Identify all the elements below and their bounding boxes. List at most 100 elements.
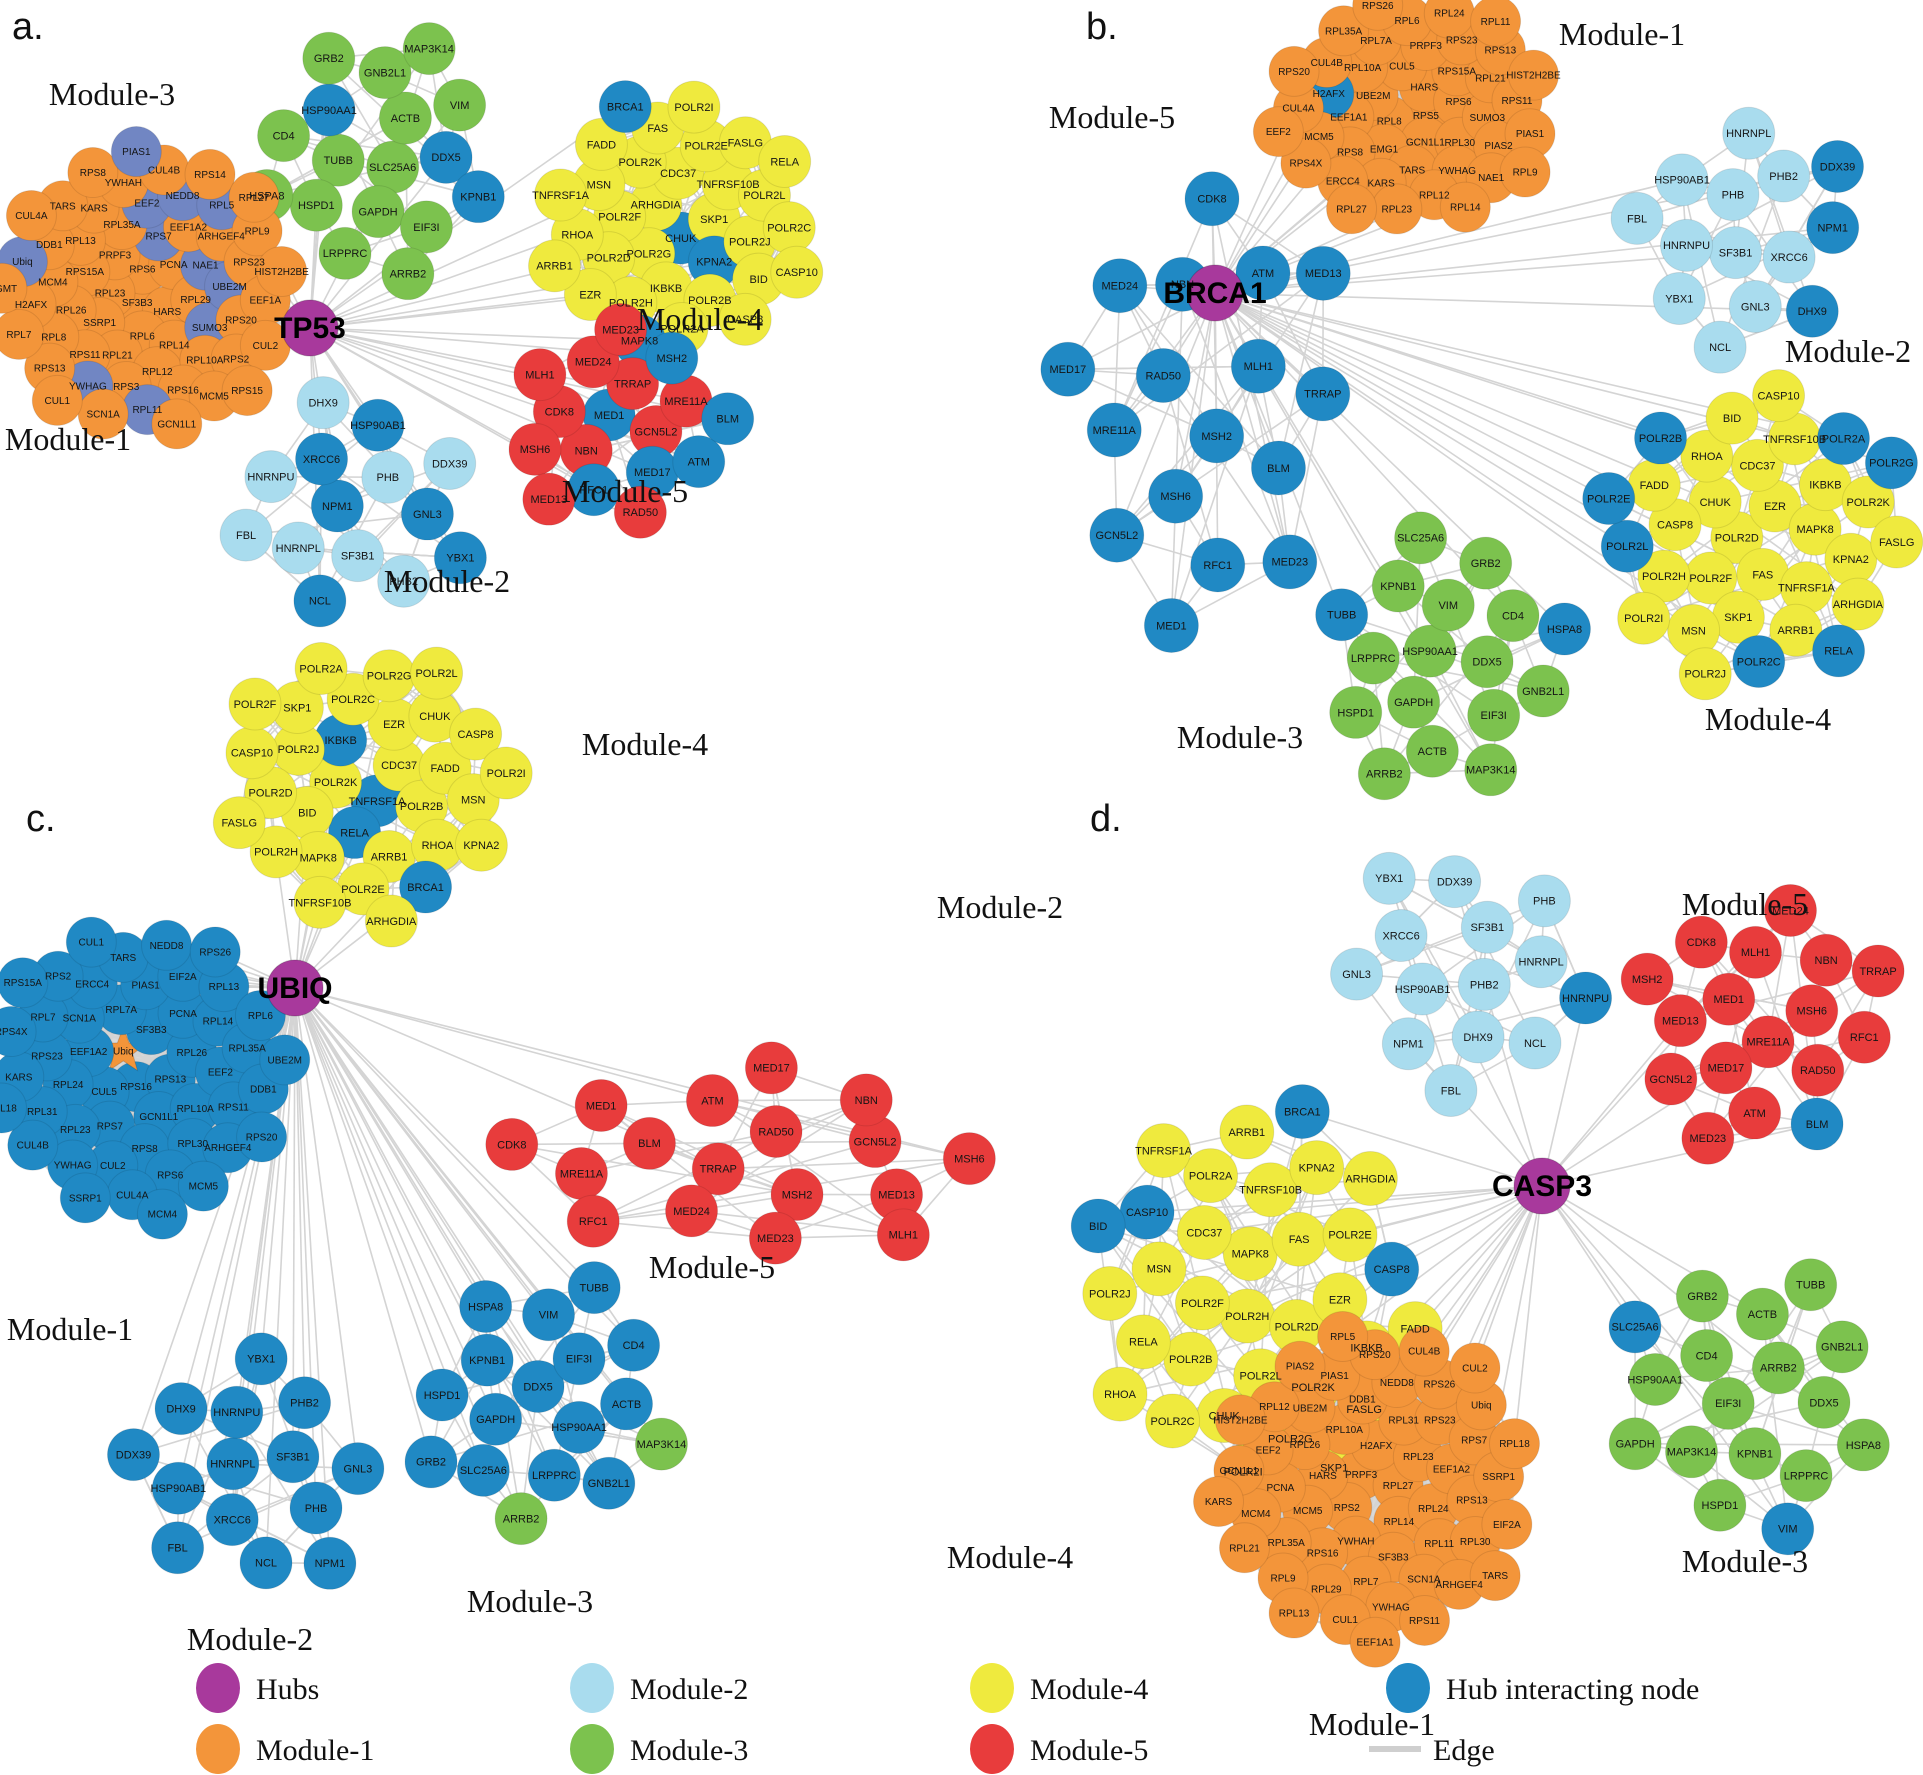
node-label: RPS20 — [225, 315, 257, 326]
node-label: RPS8 — [132, 1144, 159, 1155]
node-label: RFC1 — [1850, 1032, 1879, 1044]
node-label: RPS11 — [1409, 1616, 1440, 1627]
network-node — [1812, 624, 1866, 678]
node-label: CUL2 — [253, 341, 279, 352]
node-label: CHUK — [665, 233, 697, 245]
node-label: HIST2H2BE — [254, 267, 309, 278]
node-label: MSN — [1147, 1264, 1172, 1276]
node-label: DDX39 — [1820, 161, 1855, 173]
network-node — [1634, 411, 1688, 465]
node-label: RPL21 — [1475, 73, 1506, 84]
node-label: RPL5 — [209, 200, 234, 211]
network-node — [552, 1332, 606, 1386]
node-label: DDB1 — [250, 1084, 277, 1095]
node-label: CASP10 — [1126, 1207, 1168, 1219]
network-node — [399, 200, 453, 254]
node-label: HSP90AB1 — [151, 1483, 207, 1495]
node-label: CD4 — [1696, 1350, 1718, 1362]
node-label: RAD50 — [758, 1126, 793, 1138]
node-label: DDX5 — [1809, 1397, 1838, 1409]
network-node — [1089, 507, 1145, 563]
node-label: POLR2K — [1291, 1382, 1335, 1394]
node-label: RPS13 — [154, 1075, 186, 1086]
node-label: PIAS1 — [122, 147, 151, 158]
node-label: EIF3I — [413, 222, 439, 234]
legend-label: Hub interacting node — [1446, 1673, 1699, 1706]
network-node — [293, 574, 347, 628]
node-label: ACTB — [1748, 1309, 1777, 1321]
network-node — [598, 80, 652, 134]
node-label: FADD — [587, 139, 616, 151]
node-label: EEF1A1 — [1356, 1638, 1394, 1649]
node-label: MAPK8 — [300, 852, 337, 864]
network-node — [0, 262, 28, 314]
node-label: EEF2 — [1266, 127, 1291, 138]
network-node — [522, 1288, 576, 1342]
network-node — [667, 80, 721, 134]
hub-edge — [1116, 292, 1216, 536]
node-label: POLR2G — [1869, 458, 1914, 470]
node-label: PHB — [305, 1503, 328, 1515]
network-node — [1040, 341, 1096, 397]
node-label: HSP90AA1 — [551, 1422, 607, 1434]
edge — [1634, 1326, 1756, 1455]
node-label: HSP90AA1 — [301, 105, 357, 117]
node-label: HSPD1 — [1702, 1500, 1739, 1512]
node-label: RPL12 — [1259, 1402, 1290, 1413]
network-node — [1318, 5, 1370, 57]
network-node — [419, 130, 473, 184]
network-node — [469, 1392, 523, 1446]
node-label: YBX1 — [247, 1354, 275, 1366]
network-node — [1421, 578, 1475, 632]
node-label: RHOA — [561, 229, 593, 241]
node-label: HSPA8 — [1846, 1440, 1881, 1452]
node-label: RPL24 — [1434, 9, 1465, 20]
node-label: CUL4B — [1408, 1347, 1441, 1358]
node-label: ARRB1 — [1228, 1127, 1265, 1139]
edge — [1356, 900, 1545, 975]
panel-letter-d: d. — [1090, 798, 1122, 840]
node-label: RPS13 — [1456, 1496, 1488, 1507]
node-label: TUBB — [1327, 610, 1356, 622]
node-label: RPL29 — [1311, 1585, 1342, 1596]
module-label: Module-4 — [637, 301, 763, 337]
node-label: POLR2B — [400, 801, 443, 813]
network-node — [244, 450, 298, 504]
edge — [1067, 368, 1217, 437]
network-node — [1617, 591, 1671, 645]
node-label: SUMO3 — [1470, 113, 1506, 124]
node-label: SF3B1 — [1471, 922, 1505, 934]
node-label: PHB2 — [290, 1398, 319, 1410]
hub-label: CASP3 — [1492, 1170, 1592, 1203]
node-label: RPL21 — [102, 351, 133, 362]
hub-edge — [309, 156, 447, 329]
network-node — [154, 1382, 208, 1436]
node-label: BID — [1723, 413, 1741, 425]
network-node — [236, 1111, 288, 1163]
node-label: MSH6 — [520, 444, 551, 456]
node-label: RPS11 — [1501, 96, 1532, 107]
node-label: GNL3 — [413, 509, 442, 521]
network-node — [1143, 597, 1199, 653]
node-label: RPL23 — [1403, 1452, 1434, 1463]
node-label: POLR2I — [1624, 613, 1663, 625]
module-label: Module-2 — [937, 889, 1063, 925]
edge — [711, 1099, 904, 1236]
node-label: POLR2K — [314, 777, 358, 789]
node-label: VIM — [1778, 1524, 1798, 1536]
nodes-layer — [0, 22, 824, 628]
node-label: RFC1 — [1203, 560, 1232, 572]
node-label: MED24 — [673, 1206, 710, 1218]
node-label: RPS6 — [1445, 97, 1472, 108]
node-label: ARRB2 — [503, 1513, 540, 1525]
node-label: RPS16 — [167, 385, 199, 396]
node-label: RPS23 — [1424, 1415, 1456, 1426]
network-node — [600, 1377, 654, 1431]
edge — [1700, 941, 1819, 1071]
node-label: MED13 — [878, 1190, 915, 1202]
node-label: POLR2J — [1684, 669, 1726, 681]
network-node — [228, 677, 282, 731]
edge — [1412, 562, 1487, 703]
node-label: POLR2A — [660, 323, 704, 335]
network-node — [456, 1443, 510, 1497]
